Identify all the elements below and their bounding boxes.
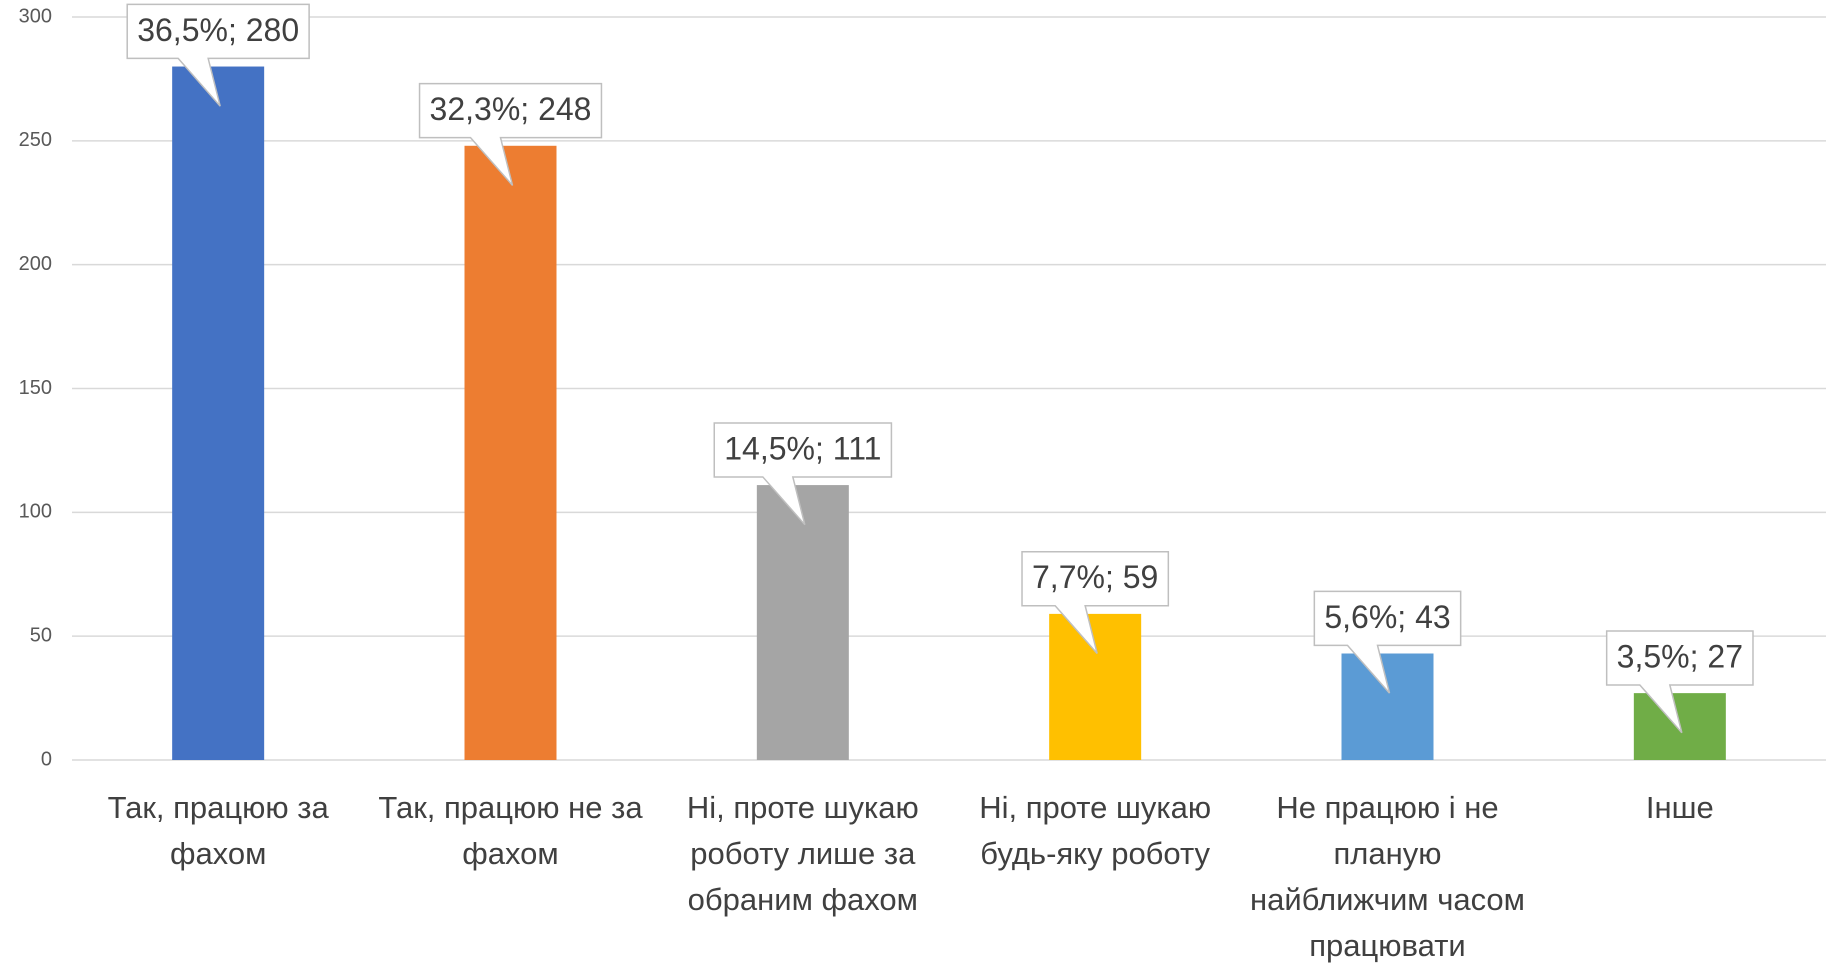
data-label: 3,5%; 27	[1617, 638, 1743, 674]
x-tick-label: Інше	[1645, 790, 1714, 825]
callout-box	[1313, 590, 1462, 694]
y-tick-label: 250	[19, 129, 52, 151]
callout-box	[1021, 550, 1170, 654]
bar	[172, 66, 265, 761]
y-tick-label: 300	[19, 5, 52, 27]
x-tick-label: Ні, проте шукаю роботу лише за обраним ф…	[686, 790, 919, 917]
y-tick-label: 0	[41, 748, 52, 770]
bar	[1049, 613, 1142, 760]
y-tick-label: 100	[19, 501, 52, 523]
x-tick-label: Ні, проте шукаю будь-яку роботу	[979, 790, 1212, 871]
callout-box	[1605, 630, 1754, 734]
callout-box	[126, 3, 310, 107]
y-tick-label: 50	[30, 624, 52, 646]
callout-box	[713, 422, 893, 526]
bar	[1341, 653, 1434, 760]
data-label: 14,5%; 111	[724, 430, 881, 466]
data-label: 36,5%; 280	[137, 12, 299, 48]
y-tick-label: 200	[19, 253, 52, 275]
bar	[756, 485, 849, 760]
x-tick-label: Не працюю і не планую найближчим часом п…	[1249, 790, 1525, 963]
data-label: 32,3%; 248	[430, 91, 592, 127]
data-label: 5,6%; 43	[1324, 599, 1450, 635]
x-tick-label: Так, працюю не за фахом	[378, 790, 643, 871]
callout-box	[418, 82, 603, 186]
bar	[464, 145, 557, 760]
y-tick-label: 150	[19, 377, 52, 399]
data-label: 7,7%; 59	[1032, 559, 1158, 595]
x-tick-label: Так, працюю за фахом	[107, 790, 329, 871]
